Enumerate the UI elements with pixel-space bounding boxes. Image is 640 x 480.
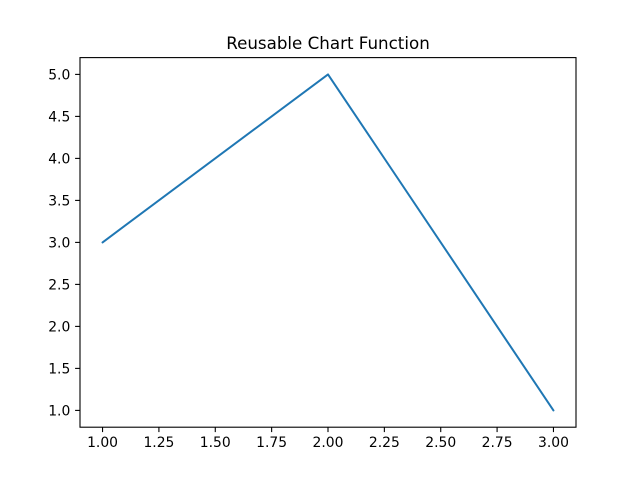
x-tick-label: 1.25: [143, 435, 174, 451]
y-tick-label: 5.0: [48, 67, 70, 83]
plot-border: [79, 57, 577, 428]
y-tick-label: 3.0: [48, 235, 70, 251]
y-tick-label: 2.0: [48, 319, 70, 335]
y-tick-label: 2.5: [48, 277, 70, 293]
x-tick-label: 1.00: [87, 435, 118, 451]
y-tick-label: 1.0: [48, 403, 70, 419]
x-tick-label: 2.75: [482, 435, 513, 451]
y-tick-label: 4.0: [48, 151, 70, 167]
chart-title: Reusable Chart Function: [226, 33, 430, 53]
x-tick-label: 2.00: [313, 435, 344, 451]
plot-area: 1.00 1.25 1.50 1.75 2.00 2.25 2.50 2.75 3.00 1.0 1…: [48, 57, 577, 451]
x-tick-label: 1.75: [256, 435, 287, 451]
y-tick-label: 3.5: [48, 193, 70, 209]
data-line: [101, 73, 555, 412]
x-tick-label: 2.25: [369, 435, 400, 451]
x-tick-label: 2.50: [425, 435, 456, 451]
x-tick-label: 1.50: [200, 435, 231, 451]
x-tick-label: 3.00: [538, 435, 569, 451]
y-tick-label: 4.5: [48, 109, 70, 125]
y-tick-label: 1.5: [48, 361, 70, 377]
